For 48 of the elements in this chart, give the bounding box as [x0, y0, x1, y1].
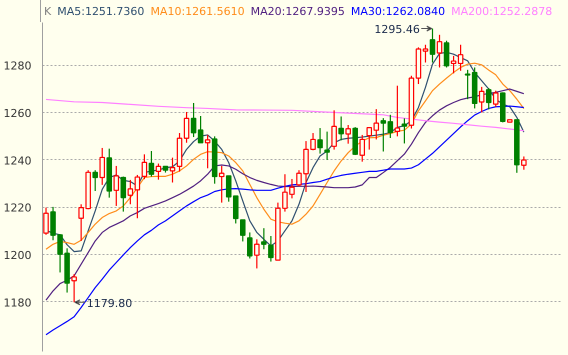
candlestick — [204, 134, 210, 169]
candlestick — [254, 238, 260, 270]
candlestick — [444, 40, 450, 68]
y-tick-label: 1220 — [4, 202, 32, 215]
candlestick — [114, 165, 120, 207]
text: MA200:1252.2878 — [451, 5, 552, 18]
line-series — [45, 105, 524, 336]
candlestick — [120, 176, 126, 212]
candlestick — [247, 232, 253, 260]
candlestick — [394, 85, 400, 137]
text: MA10:1261.5610 — [150, 5, 245, 18]
legend-title: K — [44, 5, 52, 18]
candlestick — [486, 87, 492, 110]
text: MA20:1267.9395 — [250, 5, 345, 18]
candlestick — [99, 147, 106, 186]
y-tick-label: 1180 — [4, 296, 32, 310]
candlestick — [521, 156, 527, 170]
candlestick — [261, 228, 267, 250]
candlestick — [436, 34, 442, 68]
candlestick — [492, 90, 499, 108]
candlestick — [218, 165, 224, 204]
candlestick — [142, 154, 148, 180]
line-series — [45, 98, 524, 132]
candlestick — [478, 86, 484, 114]
text: MA5:1251.7360 — [57, 5, 144, 18]
candlestick — [170, 157, 176, 184]
candlestick — [345, 124, 351, 144]
text: MA30:1262.0840 — [350, 5, 446, 18]
annotation: 1295.46 — [374, 23, 420, 36]
candlestick — [430, 28, 436, 64]
candlestick — [240, 219, 246, 242]
candlestick — [148, 150, 154, 178]
y-tick-label: 1260 — [4, 106, 32, 120]
candlestick — [43, 206, 49, 236]
candlestick — [156, 162, 162, 180]
y-tick-label: 1280 — [4, 60, 32, 73]
candlestick — [331, 110, 337, 150]
candlestick — [92, 170, 98, 192]
candlestick — [338, 116, 344, 141]
candlestick — [324, 131, 330, 161]
candlestick — [402, 118, 408, 144]
y-tick-label: 1240 — [4, 154, 32, 168]
candlestick — [359, 134, 366, 162]
candlestick — [71, 274, 77, 303]
candlestick — [268, 235, 274, 262]
y-tick-label: 1200 — [4, 248, 32, 262]
annotation: 1179.80 — [86, 296, 132, 310]
candlestick — [317, 127, 323, 154]
